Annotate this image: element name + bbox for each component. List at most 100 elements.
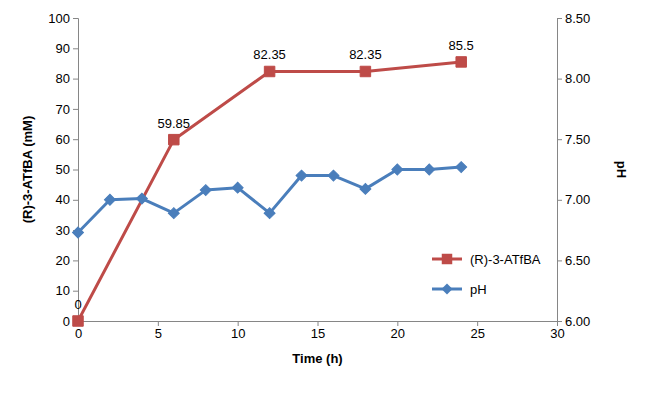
data-label: 82.35 (253, 47, 286, 62)
series-line (78, 62, 461, 321)
y2-axis: 6.00 6.50 7.00 7.50 8.00 8.50 (557, 11, 590, 329)
tick: 90 (56, 41, 78, 56)
chart: 05101520253001020304050607080901006.006.… (0, 0, 666, 394)
legend-entry: (R)-3-ATfBA (432, 252, 541, 267)
tick-label: 10 (56, 283, 70, 298)
marker (232, 182, 243, 193)
legend: (R)-3-ATfBA pH (432, 252, 541, 297)
marker (200, 185, 211, 196)
tick: 7.00 (557, 192, 590, 207)
tick: 15 (311, 321, 325, 341)
tick-label: 30 (550, 326, 564, 341)
legend-marker (442, 254, 452, 264)
y2-axis-line (558, 19, 563, 322)
tick-label: 8.50 (565, 11, 590, 26)
tick: 8.00 (557, 71, 590, 86)
tick-label: 80 (56, 71, 70, 86)
tick-mark (73, 48, 78, 49)
tick-mark (557, 260, 562, 261)
marker (360, 66, 370, 76)
y2-axis-title: pH (614, 161, 629, 178)
tick: 5 (155, 321, 162, 341)
tick-label: 50 (56, 162, 70, 177)
tick-label: 30 (56, 223, 70, 238)
tick: 10 (231, 321, 245, 341)
tick: 80 (56, 71, 78, 86)
marker (73, 227, 84, 238)
tick: 60 (56, 132, 78, 147)
tick: 30 (550, 321, 564, 341)
tick-label: 90 (56, 41, 70, 56)
y-axis: 0 10 20 30 40 50 60 70 80 90 100 (48, 11, 78, 329)
marker (456, 57, 466, 67)
marker (168, 208, 179, 219)
tick-label: 0 (63, 314, 70, 329)
marker (169, 134, 179, 144)
tick-mark (73, 139, 78, 140)
tick-mark (73, 200, 78, 201)
tick-label: 25 (470, 326, 484, 341)
tick: 40 (56, 192, 78, 207)
x-axis-title: Time (h) (292, 351, 342, 366)
tick: 6.50 (557, 253, 590, 268)
marker (392, 164, 403, 175)
marker (456, 162, 467, 173)
tick-label: 10 (231, 326, 245, 341)
tick-mark (73, 79, 78, 80)
markers (73, 57, 467, 327)
tick-label: 7.00 (565, 192, 590, 207)
tick-label: 8.00 (565, 71, 590, 86)
tick-mark (557, 18, 562, 19)
tick-label: 20 (391, 326, 405, 341)
legend-label: pH (470, 282, 487, 297)
tick-mark (73, 18, 78, 19)
marker (264, 66, 274, 76)
marker (360, 183, 371, 194)
y-axis-line (73, 19, 79, 322)
marker (424, 164, 435, 175)
tick: 6.00 (557, 314, 590, 329)
tick-mark (73, 109, 78, 110)
marker (136, 193, 147, 204)
marker (264, 208, 275, 219)
tick-label: 6.50 (565, 253, 590, 268)
tick-label: 60 (56, 132, 70, 147)
legend-marker (442, 284, 453, 295)
data-labels: 0 59.85 82.35 82.35 85.5 (74, 38, 473, 312)
series-line (78, 167, 461, 232)
data-label: 85.5 (449, 38, 474, 53)
tick-mark (73, 170, 78, 171)
tick-mark (73, 291, 78, 292)
tick-mark (557, 200, 562, 201)
tick: 20 (56, 253, 78, 268)
marker (296, 170, 307, 181)
tick-label: 20 (56, 253, 70, 268)
tick-mark (557, 139, 562, 140)
marker (328, 170, 339, 181)
y-axis-title: (R)-3-ATfBA (mM) (20, 116, 35, 224)
x-axis: 0 5 10 15 20 25 30 (75, 321, 565, 341)
tick-label: 100 (48, 11, 70, 26)
tick-label: 0 (75, 326, 82, 341)
data-label: 59.85 (158, 116, 191, 131)
tick-mark (73, 260, 78, 261)
tick-label: 5 (155, 326, 162, 341)
legend-entry: pH (432, 282, 487, 297)
tick: 25 (470, 321, 484, 341)
tick-label: 6.00 (565, 314, 590, 329)
tick: 7.50 (557, 132, 590, 147)
tick: 50 (56, 162, 78, 177)
tick-mark (557, 321, 562, 322)
data-label: 0 (74, 297, 81, 312)
marker (73, 316, 83, 326)
tick: 8.50 (557, 11, 590, 26)
legend-label: (R)-3-ATfBA (470, 252, 541, 267)
tick-label: 70 (56, 102, 70, 117)
marker (104, 194, 115, 205)
lines (78, 62, 461, 321)
tick-mark (557, 79, 562, 80)
tick-label: 40 (56, 192, 70, 207)
tick: 100 (48, 11, 78, 26)
tick-label: 7.50 (565, 132, 590, 147)
data-label: 82.35 (349, 47, 382, 62)
